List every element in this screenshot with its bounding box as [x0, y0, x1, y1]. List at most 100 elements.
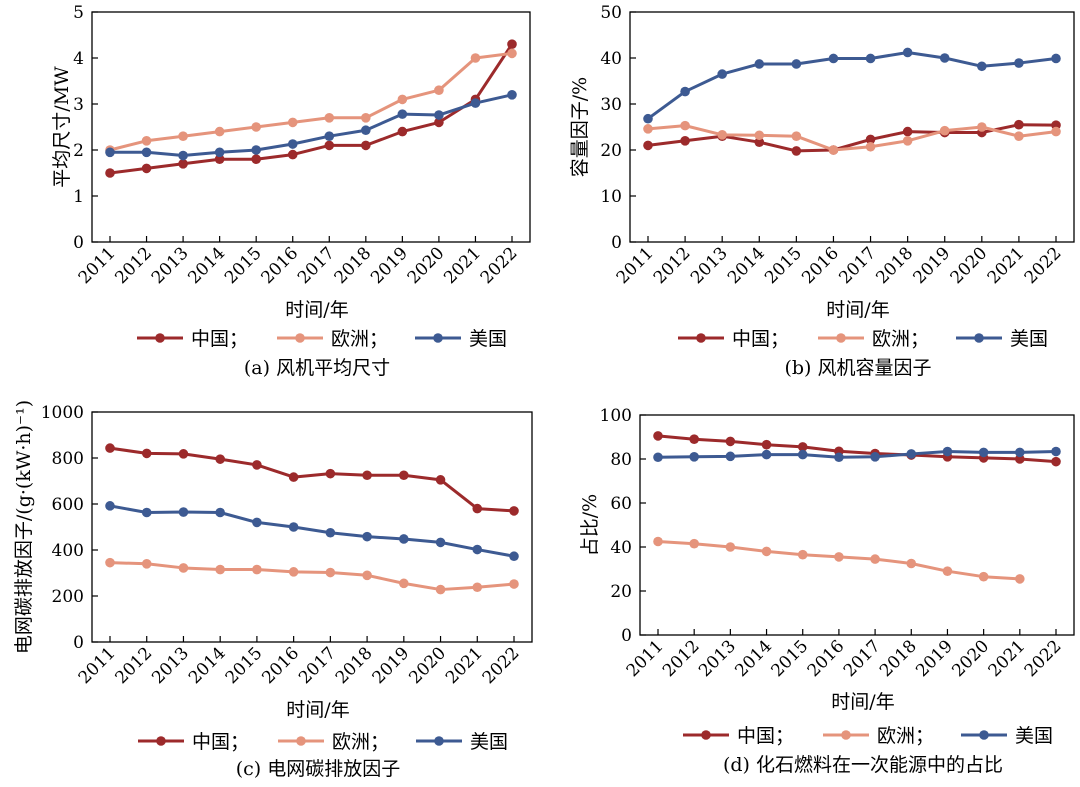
data-point-欧洲 — [361, 113, 371, 123]
data-point-中国 — [725, 436, 736, 447]
data-point-欧洲 — [287, 117, 298, 128]
data-point-欧洲 — [470, 53, 481, 63]
data-point-美国 — [1051, 53, 1061, 64]
x-tick-label: 2019 — [912, 636, 957, 681]
data-point-欧洲 — [725, 542, 736, 552]
chart-panel-d: 0204060801002011201220132014201520162017… — [579, 406, 1075, 776]
x-tick-label: 2017 — [294, 243, 339, 288]
x-tick-label: 2012 — [650, 243, 695, 288]
data-point-中国 — [507, 39, 517, 49]
data-point-中国 — [1014, 119, 1024, 130]
chart-panel-c: 0200400600800100020112012201320142015201… — [13, 400, 533, 780]
legend-label: 欧洲； — [331, 328, 388, 350]
y-tick-label: 20 — [600, 141, 622, 161]
legend-label: 欧洲； — [877, 725, 934, 747]
data-point-美国 — [509, 551, 519, 562]
data-point-欧洲 — [754, 130, 765, 141]
chart-caption: (c) 电网碳排放因子 — [236, 758, 401, 780]
series-line-欧洲 — [109, 51, 513, 152]
plot-frame — [91, 411, 533, 643]
data-point-美国 — [178, 507, 189, 517]
x-tick-label: 2021 — [984, 243, 1029, 288]
data-point-美国 — [214, 147, 225, 158]
data-point-中国 — [791, 146, 802, 156]
x-tick-label: 2014 — [184, 243, 229, 288]
data-point-中国 — [105, 168, 115, 178]
data-point-中国 — [754, 137, 765, 147]
chart-caption: (d) 化石燃料在一次能源中的占比 — [723, 754, 1003, 776]
legend-label: 中国； — [192, 731, 249, 753]
legend-marker-美国 — [434, 736, 444, 746]
data-point-欧洲 — [324, 113, 335, 123]
data-point-欧洲 — [472, 582, 483, 593]
x-tick-label: 2017 — [835, 243, 880, 288]
data-point-美国 — [399, 534, 409, 544]
chart-panel-b: 0102030405020112012201320142015201620172… — [569, 3, 1075, 379]
data-point-美国 — [324, 131, 335, 141]
data-point-欧洲 — [761, 546, 772, 557]
y-tick-label: 80 — [610, 450, 632, 470]
x-tick-label: 2022 — [479, 643, 524, 688]
series-line-中国 — [647, 123, 1057, 153]
legend-marker-欧洲 — [841, 730, 851, 740]
data-point-美国 — [1051, 446, 1061, 457]
x-tick-label: 2014 — [731, 636, 776, 681]
data-point-美国 — [470, 98, 481, 108]
data-point-美国 — [362, 531, 372, 542]
data-point-欧洲 — [689, 538, 699, 549]
data-point-美国 — [643, 113, 653, 124]
data-point-美国 — [325, 527, 336, 538]
x-axis-title: 时间/年 — [286, 699, 349, 721]
x-tick-label: 2018 — [332, 643, 377, 688]
data-point-中国 — [287, 149, 298, 160]
data-point-欧洲 — [214, 126, 225, 137]
x-tick-label: 2020 — [947, 243, 992, 288]
legend-label: 欧洲； — [872, 328, 929, 350]
data-point-中国 — [178, 159, 188, 169]
data-point-美国 — [865, 53, 876, 64]
data-point-美国 — [680, 86, 690, 97]
y-tick-label: 60 — [610, 494, 632, 514]
legend-label: 中国； — [737, 725, 794, 747]
x-tick-label: 2012 — [112, 643, 157, 688]
data-point-美国 — [252, 517, 262, 528]
x-tick-label: 2013 — [695, 636, 740, 681]
data-point-中国 — [252, 460, 262, 470]
series-line-中国 — [109, 446, 515, 513]
data-point-中国 — [509, 506, 519, 516]
data-point-中国 — [105, 443, 115, 453]
data-point-美国 — [472, 544, 483, 555]
x-axis-title: 时间/年 — [831, 691, 894, 713]
chart-caption: (a) 风机平均尺寸 — [244, 357, 390, 379]
x-axis-title: 时间/年 — [826, 299, 889, 321]
x-tick-label: 2021 — [442, 643, 487, 688]
x-tick-label: 2019 — [367, 243, 412, 288]
legend-marker-中国 — [696, 333, 706, 343]
legend-label: 中国； — [191, 328, 248, 350]
data-point-欧洲 — [178, 131, 188, 141]
data-point-美国 — [215, 507, 225, 518]
x-tick-label: 2016 — [804, 636, 849, 681]
data-point-美国 — [397, 109, 408, 119]
data-point-中国 — [362, 470, 372, 481]
data-point-中国 — [214, 154, 225, 164]
data-point-欧洲 — [1051, 126, 1061, 137]
series-line-美国 — [657, 450, 1057, 459]
y-tick-label: 600 — [52, 495, 84, 515]
x-tick-label: 2016 — [258, 643, 303, 688]
y-tick-label: 50 — [600, 3, 622, 23]
series-line-美国 — [647, 50, 1057, 120]
data-point-欧洲 — [435, 584, 446, 595]
x-tick-label: 2015 — [761, 243, 806, 288]
legend-marker-欧洲 — [295, 333, 305, 343]
data-point-美国 — [689, 452, 699, 462]
legend-marker-美国 — [433, 333, 443, 343]
x-tick-label: 2014 — [724, 243, 769, 288]
data-point-美国 — [797, 449, 808, 460]
x-axis-title: 时间/年 — [285, 299, 348, 321]
x-tick-label: 2012 — [111, 243, 156, 288]
x-tick-label: 2018 — [872, 243, 917, 288]
data-point-欧洲 — [251, 122, 261, 132]
y-tick-label: 0 — [73, 633, 84, 653]
data-point-美国 — [939, 53, 950, 63]
